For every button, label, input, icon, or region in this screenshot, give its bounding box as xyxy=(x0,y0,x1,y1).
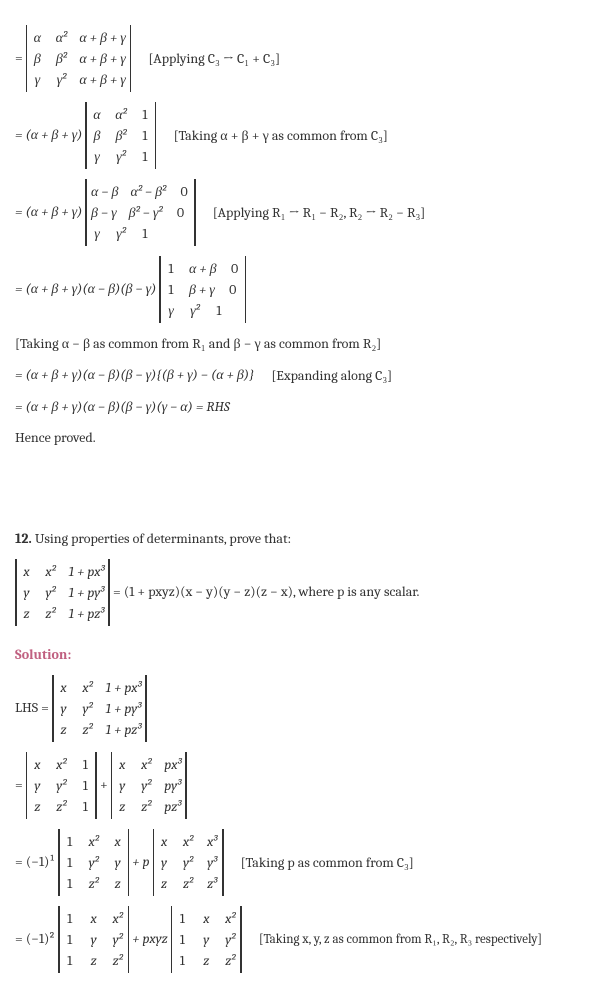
sol-step-2: = xx²1 yy²1 zz²1 + xx²px³ yy²py³ zz²pz³ xyxy=(15,752,595,819)
determinant: xx²x³ yy²y³ zz²z³ xyxy=(153,829,224,896)
sol-step-4: = (−1)² 1xx² 1yy² 1zz² + pxyz 1xx² 1yy² … xyxy=(15,906,595,973)
sol-step-3: = (−1)¹ 1x²x 1y²y 1z²z + p xx²x³ yy²y³ z… xyxy=(15,829,595,896)
step-5-note: [Taking α − β as common from R₁ and β − … xyxy=(15,333,595,354)
determinant: xx²1 + px³ yy²1 + py³ zz²1 + pz³ xyxy=(52,675,147,742)
question-12-intro: 12. Using properties of determinants, pr… xyxy=(15,528,595,549)
step-4: = (α + β + γ)(α − β)(β − γ) 1α + β0 1β +… xyxy=(15,256,595,323)
determinant: 1α + β0 1β + γ0 γγ²1 xyxy=(159,256,246,323)
step-6: = (α + β + γ)(α − β)(β − γ){(β + γ) − (α… xyxy=(15,364,595,386)
step-1: = αα²α + β + γ ββ²α + β + γ γγ²α + β + γ… xyxy=(15,25,595,92)
rhs-text: = (1 + pxyz)(x − y)(y − z)(z − x), where… xyxy=(113,583,419,600)
prefix: = (α + β + γ) xyxy=(15,203,82,220)
step-2: = (α + β + γ) αα²1 ββ²1 γγ²1 [Taking α +… xyxy=(15,102,595,169)
operation-note: [Taking α + β + γ as common from C₃] xyxy=(174,125,388,146)
question-12-statement: xx²1 + px³ yy²1 + py³ zz²1 + pz³ = (1 + … xyxy=(15,559,595,626)
operation-note: [Taking p as common from C₃] xyxy=(241,852,414,873)
prefix: = (α + β + γ) xyxy=(15,126,82,143)
determinant: 1xx² 1yy² 1zz² xyxy=(171,906,242,973)
eq-sign: = xyxy=(15,49,23,66)
operation-note: [Applying C₃ → C₁ + C₃] xyxy=(148,48,280,69)
determinant: 1xx² 1yy² 1zz² xyxy=(58,906,129,973)
determinant: 1x²x 1y²y 1z²z xyxy=(58,829,129,896)
step-3: = (α + β + γ) α − βα² − β²0 β − γβ² − γ²… xyxy=(15,179,595,246)
sol-step-1: LHS = xx²1 + px³ yy²1 + py³ zz²1 + pz³ xyxy=(15,675,595,742)
determinant: α − βα² − β²0 β − γβ² − γ²0 γγ²1 xyxy=(85,179,195,246)
solution-heading: Solution: xyxy=(15,644,595,665)
question-number: 12. xyxy=(15,530,32,547)
determinant: αα²α + β + γ ββ²α + β + γ γγ²α + β + γ xyxy=(26,25,131,92)
operation-note: [Taking x, y, z as common from R₁, R₂, R… xyxy=(259,930,542,950)
step-7: = (α + β + γ)(α − β)(β − γ)(γ − α) = RHS xyxy=(15,396,595,417)
determinant: αα²1 ββ²1 γγ²1 xyxy=(85,102,156,169)
determinant: xx²px³ yy²py³ zz²pz³ xyxy=(111,752,187,819)
determinant: xx²1 yy²1 zz²1 xyxy=(26,752,97,819)
determinant: xx²1 + px³ yy²1 + py³ zz²1 + pz³ xyxy=(15,559,110,626)
hence-proved: Hence proved. xyxy=(15,427,595,448)
operation-note: [Applying R₁ → R₁ − R₂, R₂ → R₂ − R₃] xyxy=(213,202,426,223)
prefix: LHS = xyxy=(15,699,52,716)
operation-note: [Expanding along C₃] xyxy=(271,365,392,386)
prefix: = (α + β + γ)(α − β)(β − γ) xyxy=(15,280,156,297)
